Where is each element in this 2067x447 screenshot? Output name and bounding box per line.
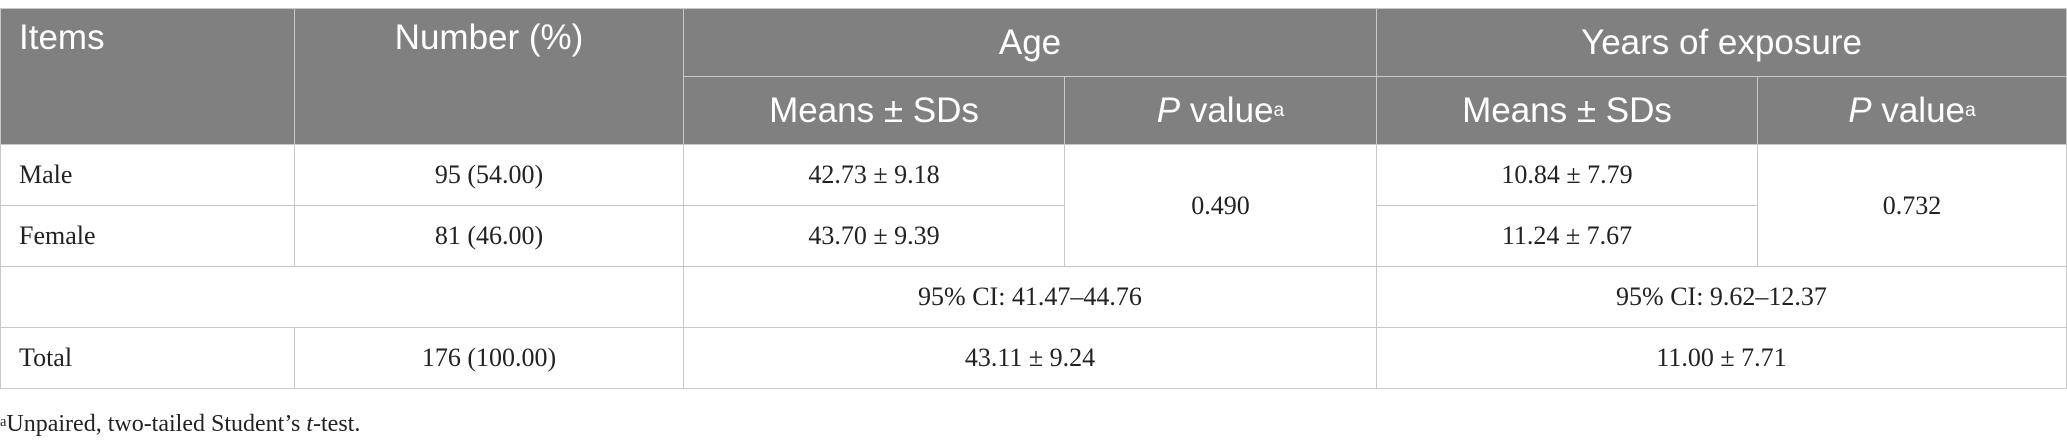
table-row-male: Male 95 (54.00) 42.73 ± 9.18 0.490 10.84…	[0, 144, 2067, 267]
p-value-word: value	[1871, 90, 1966, 130]
cell-male-age-mean: 42.73 ± 9.18	[683, 144, 1065, 206]
header-row-2: Means ± SDs P valuea Means ± SDs P value…	[1, 76, 2067, 145]
cell-age-ci: 95% CI: 41.47–44.76	[683, 266, 1377, 328]
header-age-p-value: P valuea	[1064, 76, 1377, 145]
p-value-superscript: a	[1965, 99, 1976, 121]
p-letter: P	[1848, 90, 1872, 130]
cell-age-p-value: 0.490	[1064, 144, 1377, 267]
cell-years-ci: 95% CI: 9.62–12.37	[1376, 266, 2067, 328]
cell-ci-empty	[0, 266, 684, 328]
row-label-total: Total	[0, 327, 295, 389]
header-age: Age	[683, 8, 1377, 77]
header-years-of-exposure: Years of exposure	[1376, 8, 2067, 77]
cell-female-years-mean: 11.24 ± 7.67	[1376, 205, 1758, 267]
cell-male-number: 95 (54.00)	[294, 144, 684, 206]
cell-total-years: 11.00 ± 7.71	[1376, 327, 2067, 389]
table-footnote: aUnpaired, two-tailed Student’s t-test.	[0, 411, 360, 438]
footnote-text: Unpaired, two-tailed Student’s	[6, 411, 307, 437]
data-table: Items Number (%) Age Years of exposure M…	[0, 8, 2067, 389]
table-row-ci: 95% CI: 41.47–44.76 95% CI: 9.62–12.37	[0, 266, 2067, 328]
header-row-1: Items Number (%) Age Years of exposure	[0, 8, 2067, 145]
row-label-female: Female	[0, 205, 295, 267]
header-years-p-value: P valuea	[1757, 76, 2067, 145]
header-years-means-sds: Means ± SDs	[1376, 76, 1758, 145]
p-letter: P	[1156, 90, 1181, 130]
table-row-total: Total 176 (100.00) 43.11 ± 9.24 11.00 ± …	[0, 327, 2067, 389]
p-value-word: value	[1180, 90, 1274, 130]
cell-female-age-mean: 43.70 ± 9.39	[683, 205, 1065, 267]
cell-female-number: 81 (46.00)	[294, 205, 684, 267]
header-number: Number (%)	[294, 8, 684, 145]
p-value-superscript: a	[1273, 99, 1285, 121]
header-items: Items	[0, 8, 295, 145]
table-row-female: Female 81 (46.00) 43.70 ± 9.39 11.24 ± 7…	[0, 205, 2067, 267]
footnote-t-italic: t	[306, 411, 314, 437]
cell-years-p-value: 0.732	[1757, 144, 2067, 267]
cell-total-number: 176 (100.00)	[294, 327, 684, 389]
row-label-male: Male	[0, 144, 295, 206]
header-age-means-sds: Means ± SDs	[683, 76, 1065, 145]
footnote-text-end: -test.	[313, 411, 361, 437]
cell-male-years-mean: 10.84 ± 7.79	[1376, 144, 1758, 206]
footnote-marker: a	[0, 413, 7, 430]
cell-total-age: 43.11 ± 9.24	[683, 327, 1377, 389]
